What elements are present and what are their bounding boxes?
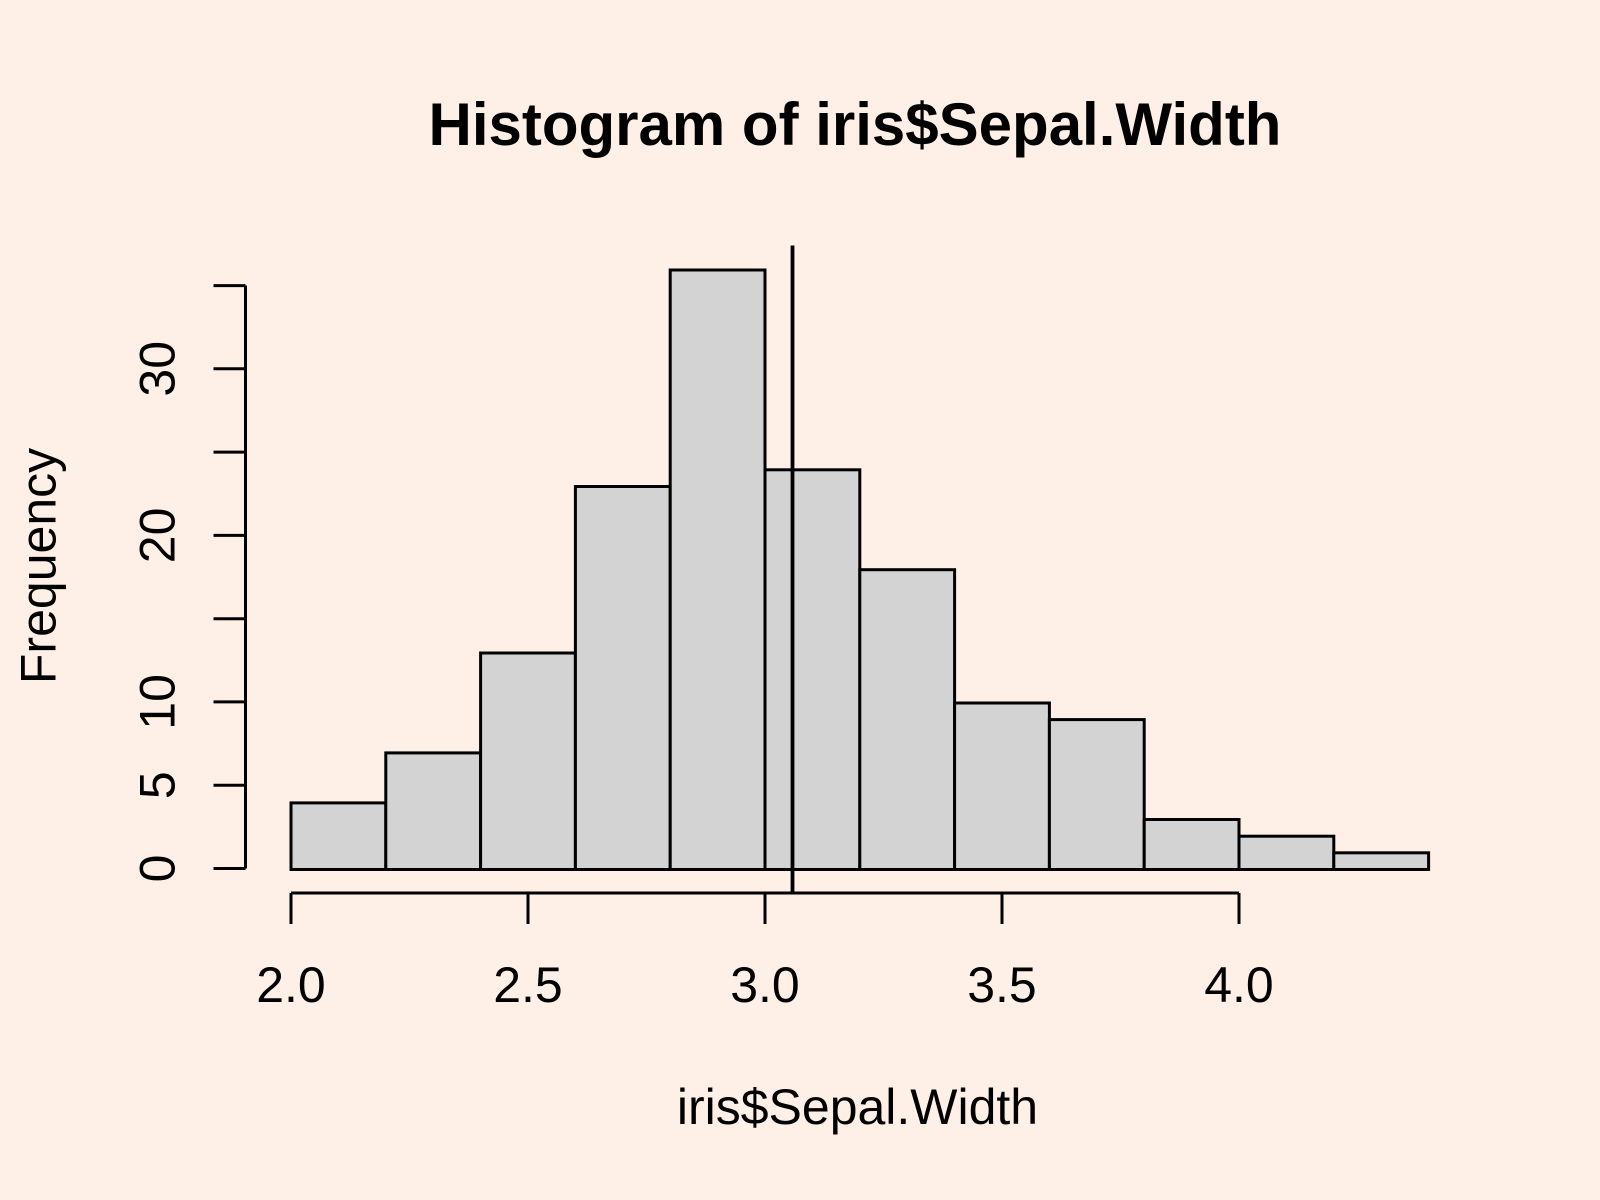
svg-text:4.0: 4.0 xyxy=(1204,957,1274,1013)
svg-text:5: 5 xyxy=(130,771,186,799)
svg-text:Histogram of iris$Sepal.Width: Histogram of iris$Sepal.Width xyxy=(429,91,1282,158)
svg-text:2.5: 2.5 xyxy=(493,957,563,1013)
svg-text:30: 30 xyxy=(130,341,186,397)
svg-text:iris$Sepal.Width: iris$Sepal.Width xyxy=(677,1079,1038,1135)
svg-text:3.5: 3.5 xyxy=(967,957,1037,1013)
svg-text:Frequency: Frequency xyxy=(11,448,67,684)
svg-text:2.0: 2.0 xyxy=(256,957,326,1013)
svg-text:20: 20 xyxy=(130,508,186,564)
svg-text:3.0: 3.0 xyxy=(730,957,800,1013)
svg-text:10: 10 xyxy=(130,674,186,730)
svg-text:0: 0 xyxy=(130,855,186,883)
